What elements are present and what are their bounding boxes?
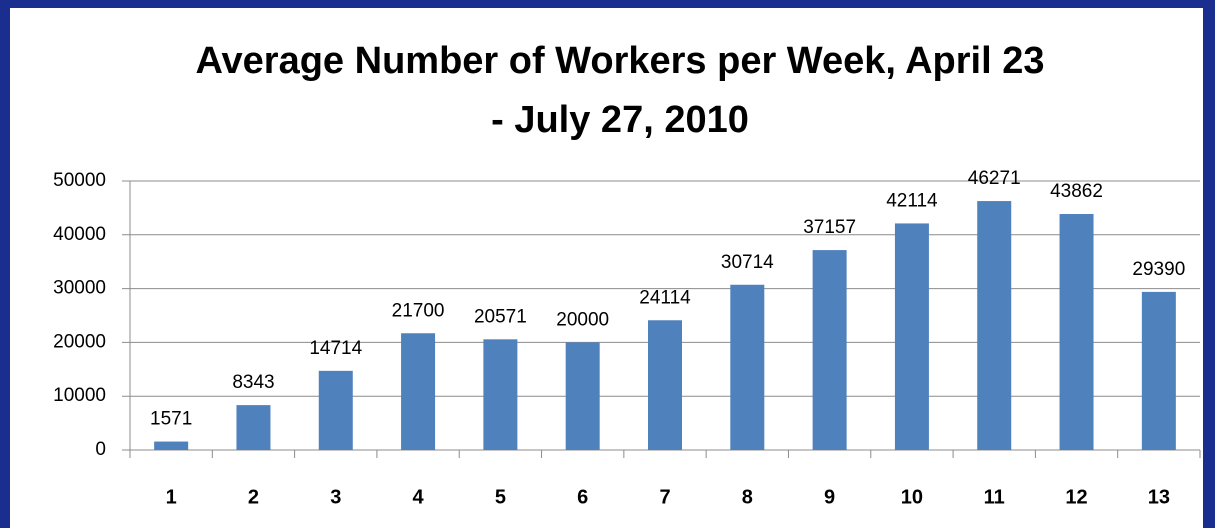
data-label: 42114 xyxy=(886,190,938,211)
x-tick-label: 7 xyxy=(659,486,670,508)
x-tick-label: 9 xyxy=(824,486,835,508)
y-tick-label: 20000 xyxy=(53,331,106,352)
bar xyxy=(648,320,682,450)
y-tick-label: 10000 xyxy=(53,385,106,406)
x-tick-label: 2 xyxy=(248,486,259,508)
bar xyxy=(977,201,1012,450)
bar xyxy=(1059,214,1094,450)
data-label: 20571 xyxy=(474,306,527,327)
data-label: 30714 xyxy=(721,252,774,273)
y-tick-label: 50000 xyxy=(53,170,106,191)
bar xyxy=(565,342,600,450)
data-label: 20000 xyxy=(556,309,609,330)
x-tick-label: 5 xyxy=(495,486,506,508)
data-label: 29390 xyxy=(1132,259,1185,280)
data-label: 1571 xyxy=(150,409,192,430)
y-tick-label: 40000 xyxy=(53,224,106,245)
bar xyxy=(483,339,518,450)
y-tick-label: 30000 xyxy=(53,278,106,299)
chart-title: Average Number of Workers per Week, Apri… xyxy=(196,40,1045,82)
data-label: 21700 xyxy=(392,300,445,321)
data-label: 8343 xyxy=(232,372,274,393)
x-tick-label: 10 xyxy=(901,486,923,508)
data-label: 43862 xyxy=(1050,181,1103,202)
x-tick-label: 1 xyxy=(166,486,177,508)
bar xyxy=(401,333,436,450)
bar xyxy=(894,223,929,450)
x-tick-label: 6 xyxy=(577,486,588,508)
x-tick-label: 3 xyxy=(330,486,341,508)
bar xyxy=(318,370,353,450)
chart-title: - July 27, 2010 xyxy=(491,99,749,141)
x-tick-label: 12 xyxy=(1065,486,1087,508)
x-tick-label: 8 xyxy=(742,486,753,508)
bar xyxy=(154,441,189,450)
bar xyxy=(812,250,847,450)
x-tick-label: 11 xyxy=(984,486,1005,508)
data-label: 46271 xyxy=(968,168,1021,189)
y-tick-label: 0 xyxy=(95,439,106,460)
bar xyxy=(1141,291,1176,450)
bar xyxy=(236,405,271,450)
data-label: 37157 xyxy=(803,217,856,238)
x-tick-label: 4 xyxy=(413,486,425,508)
x-tick-label: 13 xyxy=(1148,486,1170,508)
data-label: 14714 xyxy=(309,338,362,359)
bar xyxy=(730,284,765,450)
data-label: 24114 xyxy=(639,287,691,308)
